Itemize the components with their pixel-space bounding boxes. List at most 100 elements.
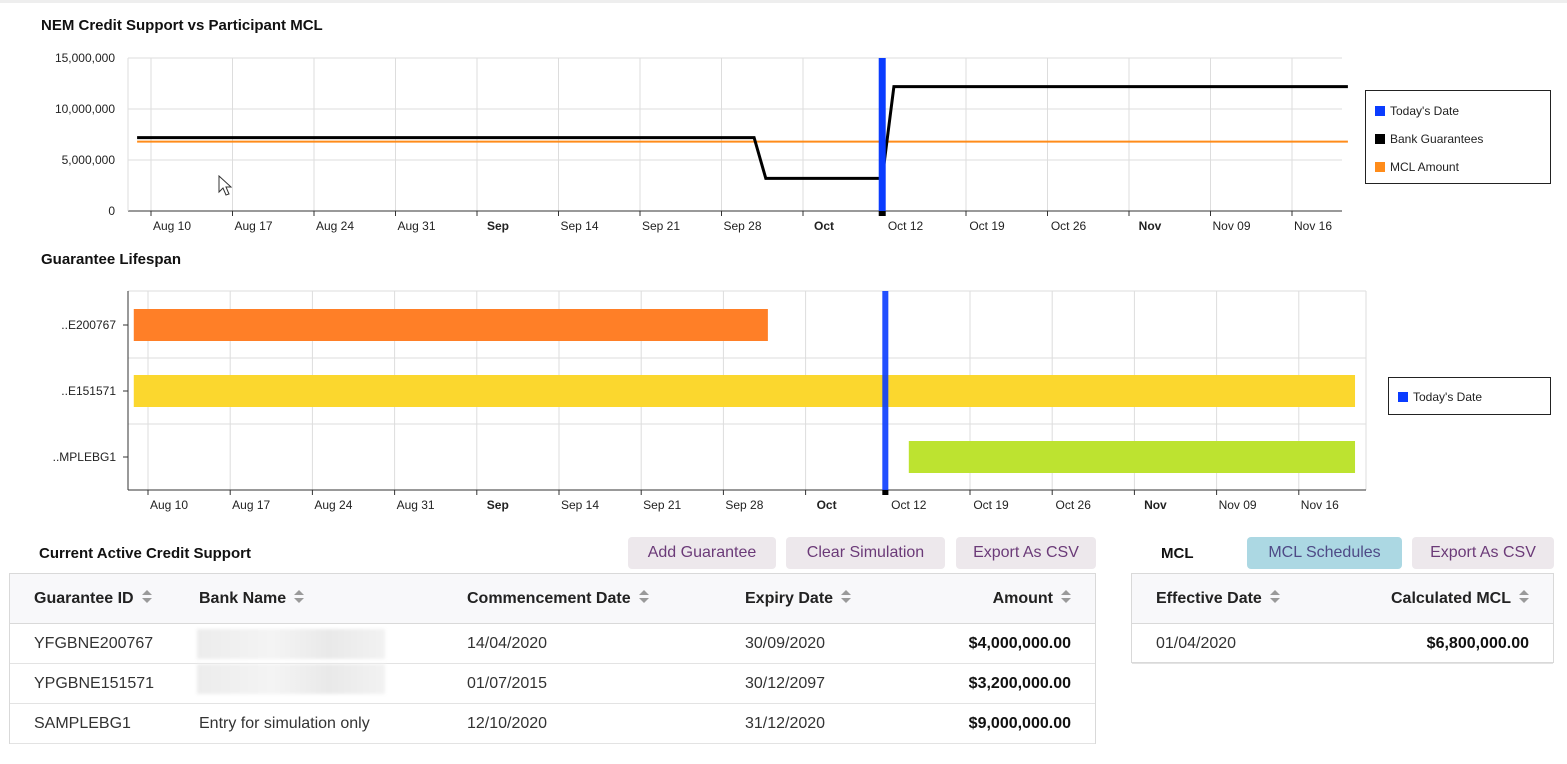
legend-item-todays-date: Today's Date: [1398, 390, 1482, 404]
legend-label: Today's Date: [1390, 104, 1459, 118]
commencement-date-cell: 01/07/2015: [467, 675, 548, 692]
column-header-bank-name[interactable]: Bank Name: [199, 574, 305, 624]
table-row[interactable]: 01/04/2020 $6,800,000.00: [1132, 624, 1553, 664]
table-header: Guarantee ID Bank Name Commencement Date…: [10, 574, 1095, 624]
column-header-effective-date[interactable]: Effective Date: [1156, 574, 1280, 624]
commencement-date-cell: 12/10/2020: [467, 715, 548, 732]
x-tick-label: Oct 12: [888, 219, 924, 233]
guarantee-lifespan-chart: ..E200767 ..E151571 ..MPLEBG1 Aug 10 Aug 17 A…: [53, 290, 1367, 512]
sort-icon[interactable]: [841, 590, 852, 604]
amount-cell: $4,000,000.00: [968, 635, 1071, 652]
x-tick-label: Sep 21: [643, 498, 681, 512]
x-tick-label: Sep 14: [561, 498, 599, 512]
x-tick-label: Oct 26: [1051, 219, 1087, 233]
x-tick-label: Nov 09: [1212, 219, 1250, 233]
credit-support-table: Guarantee ID Bank Name Commencement Date…: [9, 573, 1096, 744]
sort-icon[interactable]: [294, 590, 305, 604]
mouse-cursor-icon: [218, 175, 232, 196]
x-tick-label: Nov 16: [1294, 219, 1332, 233]
x-tick-label: Aug 31: [397, 219, 435, 233]
mcl-title: MCL: [1161, 545, 1194, 562]
x-tick-label: Aug 24: [316, 219, 354, 233]
x-tick-label: Sep 28: [725, 498, 763, 512]
todays-date-marker: [882, 291, 889, 490]
sort-icon[interactable]: [1519, 590, 1529, 604]
table-row[interactable]: SAMPLEBG1 Entry for simulation only 12/1…: [10, 704, 1095, 744]
guarantee-id-cell: SAMPLEBG1: [34, 715, 131, 732]
expiry-date-cell: 30/12/2097: [745, 675, 826, 692]
x-tick-label: Oct 26: [1056, 498, 1092, 512]
add-guarantee-button[interactable]: Add Guarantee: [628, 537, 776, 569]
bank-name-cell: Entry for simulation only: [199, 715, 370, 732]
sort-icon[interactable]: [141, 590, 152, 604]
expiry-date-cell: 31/12/2020: [745, 715, 826, 732]
table-header: Effective Date Calculated MCL: [1132, 574, 1553, 624]
x-tick-label: Aug 10: [153, 219, 191, 233]
x-tick-label: Aug 17: [232, 498, 270, 512]
x-tick-label: Oct 12: [891, 498, 927, 512]
column-header-commencement-date[interactable]: Commencement Date: [467, 574, 649, 624]
redacted-bank-name: [197, 629, 385, 659]
x-tick-label: Nov: [1139, 219, 1162, 233]
x-tick-label: Aug 24: [314, 498, 352, 512]
x-tick-label: Oct 19: [969, 219, 1005, 233]
lifespan-bar: [133, 309, 768, 341]
credit-chart-title: NEM Credit Support vs Participant MCL: [41, 17, 323, 34]
amount-cell: $9,000,000.00: [968, 715, 1071, 732]
x-tick-label: Oct 19: [973, 498, 1009, 512]
y-tick-label: 5,000,000: [62, 153, 116, 167]
legend-item-mcl-amount: MCL Amount: [1375, 160, 1459, 174]
x-tick-label: Aug 31: [397, 498, 435, 512]
credit-support-chart: 15,000,000 10,000,000 5,000,000 0 Aug 10 Aug …: [55, 51, 1348, 233]
row-label: ..E151571: [61, 384, 116, 398]
x-tick-label: Sep 28: [723, 219, 761, 233]
column-header-guarantee-id[interactable]: Guarantee ID: [34, 574, 152, 624]
legend-item-bank-guarantees: Bank Guarantees: [1375, 132, 1483, 146]
effective-date-cell: 01/04/2020: [1156, 635, 1237, 652]
y-tick-label: 10,000,000: [55, 102, 115, 116]
column-header-label: Guarantee ID: [34, 590, 134, 607]
legend-label: Bank Guarantees: [1390, 132, 1484, 146]
x-tick-label: Sep 21: [642, 219, 680, 233]
x-tick-label: Oct: [814, 219, 834, 233]
todays-date-tick: [878, 211, 886, 216]
calculated-mcl-cell: $6,800,000.00: [1426, 635, 1529, 652]
column-header-label: Bank Name: [199, 590, 287, 607]
x-tick-label: Sep: [487, 219, 509, 233]
lifespan-bar: [908, 441, 1356, 473]
series-line-bank-guarantees: [137, 85, 1348, 180]
sort-icon[interactable]: [1061, 590, 1071, 604]
export-csv-button[interactable]: Export As CSV: [956, 537, 1096, 569]
lifespan-chart-legend: Today's Date: [1388, 377, 1551, 415]
mcl-export-csv-button[interactable]: Export As CSV: [1412, 537, 1554, 569]
x-tick-label: Nov 09: [1219, 498, 1257, 512]
x-tick-label: Nov 16: [1301, 498, 1339, 512]
mcl-schedules-button[interactable]: MCL Schedules: [1247, 537, 1402, 569]
x-tick-label: Sep: [487, 498, 509, 512]
clear-simulation-button[interactable]: Clear Simulation: [786, 537, 945, 569]
guarantee-id-cell: YPGBNE151571: [34, 675, 155, 692]
table-row[interactable]: YPGBNE151571 01/07/2015 30/12/2097 $3,20…: [10, 664, 1095, 704]
todays-date-tick: [882, 490, 889, 495]
amount-cell: $3,200,000.00: [968, 675, 1071, 692]
column-header-amount[interactable]: Amount: [993, 574, 1071, 624]
legend-item-todays-date: Today's Date: [1375, 104, 1459, 118]
sort-icon[interactable]: [1269, 590, 1280, 604]
y-tick-label: 0: [108, 204, 115, 218]
sort-icon[interactable]: [638, 590, 649, 604]
legend-swatch: [1375, 134, 1385, 144]
legend-label: Today's Date: [1413, 390, 1482, 404]
guarantee-id-cell: YFGBNE200767: [34, 635, 154, 652]
column-header-calculated-mcl[interactable]: Calculated MCL: [1391, 574, 1529, 624]
x-tick-label: Oct: [817, 498, 837, 512]
mcl-table: Effective Date Calculated MCL 01/04/2020…: [1131, 573, 1554, 664]
column-header-expiry-date[interactable]: Expiry Date: [745, 574, 852, 624]
table-row[interactable]: YFGBNE200767 14/04/2020 30/09/2020 $4,00…: [10, 624, 1095, 664]
lifespan-chart-title: Guarantee Lifespan: [41, 251, 182, 268]
legend-swatch: [1398, 392, 1408, 402]
todays-date-marker: [878, 58, 886, 211]
x-tick-label: Aug 17: [234, 219, 272, 233]
column-header-label: Calculated MCL: [1390, 590, 1511, 607]
redacted-bank-name: [197, 664, 385, 694]
x-tick-label: Sep 14: [560, 219, 598, 233]
